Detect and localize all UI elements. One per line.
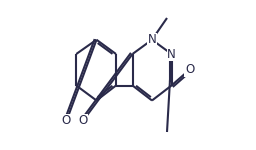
Text: N: N xyxy=(167,48,176,60)
Text: N: N xyxy=(148,33,156,46)
Text: O: O xyxy=(185,63,194,76)
Text: O: O xyxy=(78,114,88,127)
Text: O: O xyxy=(62,114,71,127)
